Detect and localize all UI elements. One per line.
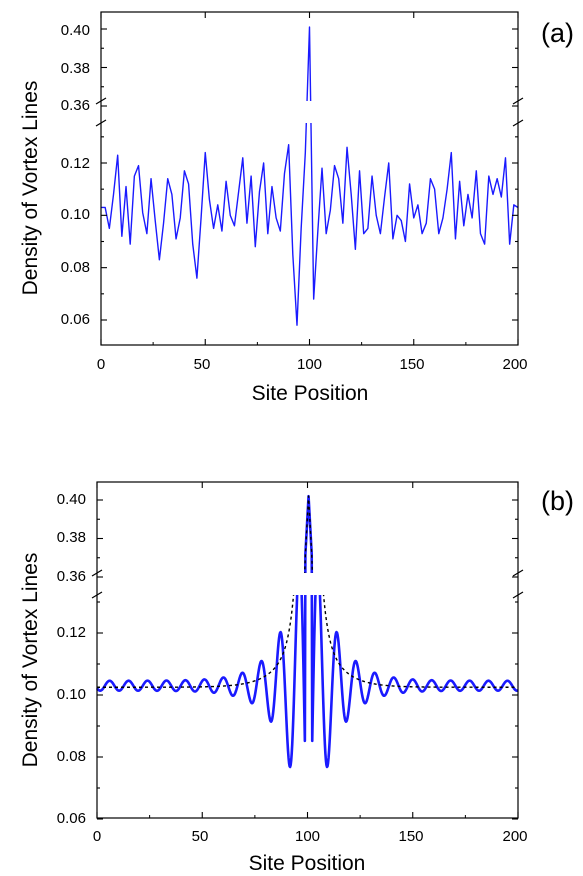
panel-b-plot-area	[87, 494, 528, 769]
panel-a-break-slash-right-0	[512, 97, 524, 105]
panel-a-x-tick-100: 100	[297, 356, 322, 373]
panel-a-x-tick-50: 50	[194, 356, 211, 373]
panel-b-tag: (b)	[541, 486, 574, 516]
panel-a-plot-area	[91, 26, 528, 326]
panel-a-y-axis-label: Density of Vortex Lines	[19, 81, 42, 296]
panel-b-break-slash-left-0	[91, 569, 103, 577]
panel-b-axis-break-gap	[87, 573, 528, 595]
panel-a-y-tick-040: 0.40	[61, 22, 90, 39]
panel-b-y-tick-006: 0.06	[57, 810, 86, 827]
panel-a-x-tick-0: 0	[97, 356, 105, 373]
panel-b: 0 50 100 150 200 0.40 0.38 0.36 0.12 0.1…	[19, 481, 574, 875]
panel-a-x-axis-label: Site Position	[252, 382, 369, 405]
panel-a-y-tick-010: 0.10	[61, 206, 90, 223]
panel-a-y-tick-036: 0.36	[61, 97, 90, 114]
panel-a-break-slash-right-1	[512, 119, 524, 127]
panel-b-axis-break-marks	[91, 569, 524, 599]
panel-b-y-tick-012: 0.12	[57, 624, 86, 641]
panel-a-y-tick-012: 0.12	[61, 155, 90, 172]
panel-b-y-tick-036: 0.36	[57, 568, 86, 585]
panel-b-break-slash-right-1	[512, 591, 524, 599]
panel-b-ticks	[96, 482, 519, 820]
panel-a-tag: (a)	[541, 18, 574, 48]
panel-b-x-axis-label: Site Position	[249, 852, 366, 875]
panel-b-y-tick-038: 0.38	[57, 529, 86, 546]
panel-a-axis-break-marks	[95, 97, 524, 127]
panel-a-x-tick-200: 200	[502, 356, 527, 373]
panel-a-x-tick-150: 150	[399, 356, 424, 373]
panel-b-break-slash-left-1	[91, 591, 103, 599]
panel-b-break-slash-right-0	[512, 569, 524, 577]
panel-a-y-tick-038: 0.38	[61, 60, 90, 77]
panel-b-x-tick-200: 200	[502, 828, 527, 845]
panel-a-break-slash-left-0	[95, 97, 107, 105]
panel-b-x-tick-150: 150	[398, 828, 423, 845]
panel-a-axis-break-gap	[91, 101, 528, 123]
panel-b-y-tick-010: 0.10	[57, 686, 86, 703]
panel-a-y-tick-008: 0.08	[61, 259, 90, 276]
panel-b-y-axis-label: Density of Vortex Lines	[19, 553, 42, 768]
panel-b-x-tick-0: 0	[93, 828, 101, 845]
panel-b-series-envelope-line	[97, 495, 518, 688]
panel-a-y-tick-006: 0.06	[61, 311, 90, 328]
panel-a-ticks	[100, 12, 519, 345]
panel-a-break-slash-left-1	[95, 119, 107, 127]
panel-b-x-tick-50: 50	[192, 828, 209, 845]
panel-b-y-tick-008: 0.08	[57, 748, 86, 765]
panel-a-series-density-line	[101, 26, 519, 326]
panel-b-y-tick-040: 0.40	[57, 491, 86, 508]
panel-b-series-density-line	[95, 494, 519, 769]
panel-b-x-tick-100: 100	[295, 828, 320, 845]
panel-a: 0 50 100 150 200 0.40 0.38 0.36 0.12 0.1…	[19, 11, 574, 405]
